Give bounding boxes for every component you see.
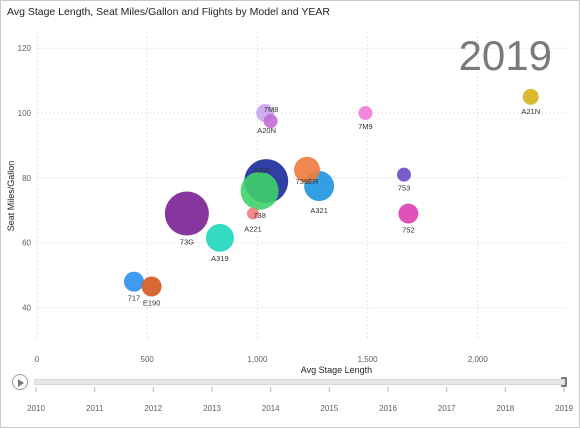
x-tick-label: 1,000 xyxy=(247,355,268,364)
y-tick-label: 60 xyxy=(22,239,31,248)
bubble-a221 xyxy=(247,207,260,220)
play-axis-year-label: 2015 xyxy=(320,404,338,413)
play-axis-year-label: 2013 xyxy=(203,404,221,413)
y-tick-label: 80 xyxy=(22,174,31,183)
x-tick-label: 1,500 xyxy=(358,355,379,364)
point-label-a320: A320 xyxy=(253,166,271,175)
point-label-a319: A319 xyxy=(211,254,229,263)
play-axis-year-label: 2012 xyxy=(144,404,162,413)
chart-title: Avg Stage Length, Seat Miles/Gallon and … xyxy=(7,6,330,18)
point-label-a20n: A20N xyxy=(257,126,276,135)
bubble-7m9 xyxy=(358,106,373,121)
point-label-7m9: 7M9 xyxy=(358,122,373,131)
point-label-e190: E190 xyxy=(143,299,161,308)
bubble-e190 xyxy=(141,276,162,297)
point-label-752: 752 xyxy=(402,226,415,235)
point-label-a221: A221 xyxy=(244,225,262,234)
point-label-739er: 739ER xyxy=(296,177,320,186)
point-label-738: 738 xyxy=(253,211,266,220)
y-tick-label: 40 xyxy=(22,304,31,313)
bubble-753 xyxy=(396,167,411,182)
bubble-a319 xyxy=(205,223,234,252)
play-axis-year-label: 2018 xyxy=(496,404,514,413)
play-axis-year-label: 2010 xyxy=(27,404,45,413)
play-axis-year-label: 2011 xyxy=(86,404,104,413)
current-year-label: 2019 xyxy=(459,32,552,79)
point-label-7m8: 7M8 xyxy=(264,105,279,114)
bubble-a21n xyxy=(522,88,539,105)
bubble-717 xyxy=(123,271,144,292)
x-axis-title: Avg Stage Length xyxy=(301,365,372,375)
play-axis-year-label: 2014 xyxy=(262,404,280,413)
bubble-738 xyxy=(240,171,279,210)
y-axis-title: Seat Miles/Gallon xyxy=(6,161,16,232)
point-label-753: 753 xyxy=(398,184,411,193)
play-button[interactable] xyxy=(12,374,28,390)
play-axis-year-label: 2017 xyxy=(438,404,456,413)
point-label-a321: A321 xyxy=(310,206,328,215)
bubble-a20n xyxy=(263,114,278,129)
play-axis-year-label: 2016 xyxy=(379,404,397,413)
play-axis-slider[interactable] xyxy=(34,379,565,385)
x-tick-label: 500 xyxy=(141,355,155,364)
y-tick-label: 120 xyxy=(18,44,32,53)
point-label-a21n: A21N xyxy=(521,107,540,116)
bubble-73g xyxy=(164,191,209,236)
play-icon xyxy=(18,378,24,387)
x-tick-label: 2,000 xyxy=(468,355,489,364)
bubble-752 xyxy=(398,203,419,224)
play-axis-year-label: 2019 xyxy=(555,404,573,413)
y-tick-label: 100 xyxy=(18,109,32,118)
x-tick-label: 0 xyxy=(35,355,40,364)
bubble-739er xyxy=(294,156,321,183)
point-label-717: 717 xyxy=(128,294,141,303)
point-label-73g: 73G xyxy=(180,238,194,247)
